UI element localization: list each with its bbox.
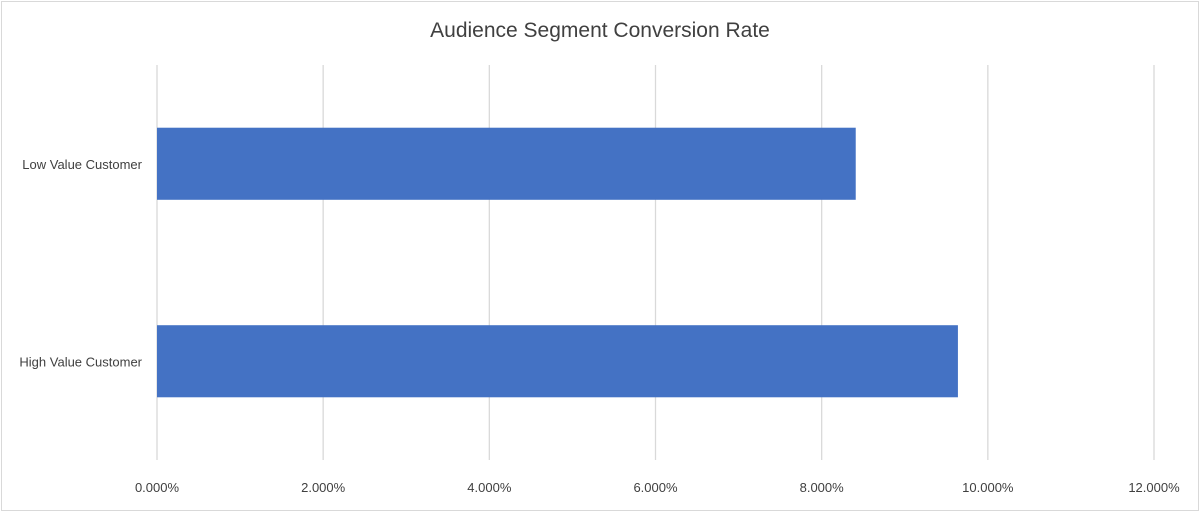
bar <box>157 127 856 200</box>
category-labels: Low Value Customer High Value Customer <box>19 157 142 370</box>
x-tick-label: 10.000% <box>962 480 1014 495</box>
x-tick-label: 6.000% <box>633 480 678 495</box>
gridlines <box>156 65 1155 460</box>
category-label: Low Value Customer <box>22 157 142 172</box>
x-tick-labels: 0.000% 2.000% 4.000% 6.000% 8.000% 10.000% 12.… <box>135 480 1180 495</box>
x-tick-label: 8.000% <box>800 480 845 495</box>
category-label: High Value Customer <box>19 354 142 369</box>
x-tick-label: 0.000% <box>135 480 180 495</box>
x-tick-label: 12.000% <box>1128 480 1180 495</box>
x-tick-label: 4.000% <box>467 480 512 495</box>
x-tick-label: 2.000% <box>301 480 346 495</box>
bars <box>157 127 958 398</box>
bar <box>157 325 958 398</box>
chart-title: Audience Segment Conversion Rate <box>430 19 770 42</box>
